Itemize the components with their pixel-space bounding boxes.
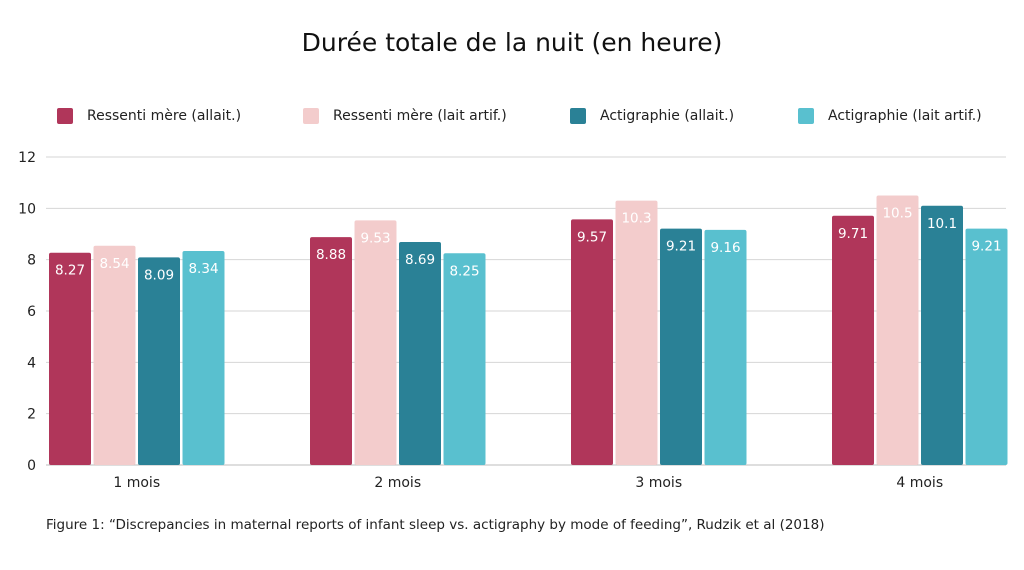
data-label: 8.88	[316, 247, 346, 263]
legend-swatch	[303, 108, 319, 124]
bar	[615, 200, 658, 465]
bar	[182, 250, 225, 465]
bar	[354, 220, 397, 465]
bar	[571, 219, 613, 465]
data-label: 8.27	[55, 263, 85, 279]
bar	[310, 237, 352, 465]
legend-item: Ressenti mère (allait.)	[57, 108, 241, 124]
y-tick-label: 12	[18, 150, 36, 166]
bar	[704, 229, 747, 465]
x-tick-label: 1 mois	[113, 475, 160, 491]
data-label: 10.1	[927, 216, 957, 232]
data-label: 9.71	[838, 226, 868, 242]
legend-item: Actigraphie (lait artif.)	[798, 108, 982, 124]
legend-label: Ressenti mère (lait artif.)	[333, 108, 507, 124]
x-tick-label: 2 mois	[374, 475, 421, 491]
legend-label: Actigraphie (lait artif.)	[828, 108, 982, 124]
data-label: 9.21	[971, 239, 1001, 255]
chart-title: Durée totale de la nuit (en heure)	[301, 28, 723, 57]
y-tick-label: 6	[27, 304, 36, 320]
bar	[49, 252, 91, 465]
data-label: 8.69	[405, 252, 435, 268]
legend-label: Ressenti mère (allait.)	[87, 108, 242, 124]
bar	[832, 215, 874, 465]
bar	[660, 228, 702, 465]
bar	[921, 205, 963, 465]
legend-swatch	[570, 108, 586, 124]
data-label: 9.57	[577, 229, 607, 245]
y-tick-label: 10	[18, 201, 36, 217]
legend-label: Actigraphie (allait.)	[600, 108, 735, 124]
data-label: 8.25	[449, 263, 479, 279]
chart-legend: Ressenti mère (allait.) Ressenti mère (la…	[0, 108, 1024, 134]
bar	[443, 253, 486, 465]
data-label: 8.34	[188, 261, 218, 277]
chart-plot-area: 0 2 4 6 8 10 12 8.27 8.54 8.09 8.34 1 mois 8.88 9.53 8…	[18, 150, 1008, 491]
x-tick-label: 4 mois	[896, 475, 943, 491]
bar	[93, 245, 136, 465]
y-tick-label: 0	[27, 458, 36, 474]
y-tick-label: 8	[27, 253, 36, 269]
bar	[965, 228, 1008, 465]
bar	[876, 195, 919, 465]
bar	[399, 241, 441, 465]
data-label: 8.09	[144, 267, 174, 283]
x-tick-label: 3 mois	[635, 475, 682, 491]
y-tick-label: 4	[27, 355, 36, 371]
data-label: 10.3	[621, 211, 651, 227]
legend-item: Actigraphie (allait.)	[570, 108, 734, 124]
legend-swatch	[798, 108, 814, 124]
legend-item: Ressenti mère (lait artif.)	[303, 108, 507, 124]
figure-caption: Figure 1: “Discrepancies in maternal rep…	[46, 517, 825, 533]
data-label: 9.16	[710, 240, 740, 256]
data-label: 8.54	[99, 256, 129, 272]
data-label: 10.5	[882, 206, 912, 222]
legend-swatch	[57, 108, 73, 124]
data-label: 9.53	[360, 230, 390, 246]
y-tick-label: 2	[27, 407, 36, 423]
data-label: 9.21	[666, 239, 696, 255]
bar	[138, 257, 180, 465]
